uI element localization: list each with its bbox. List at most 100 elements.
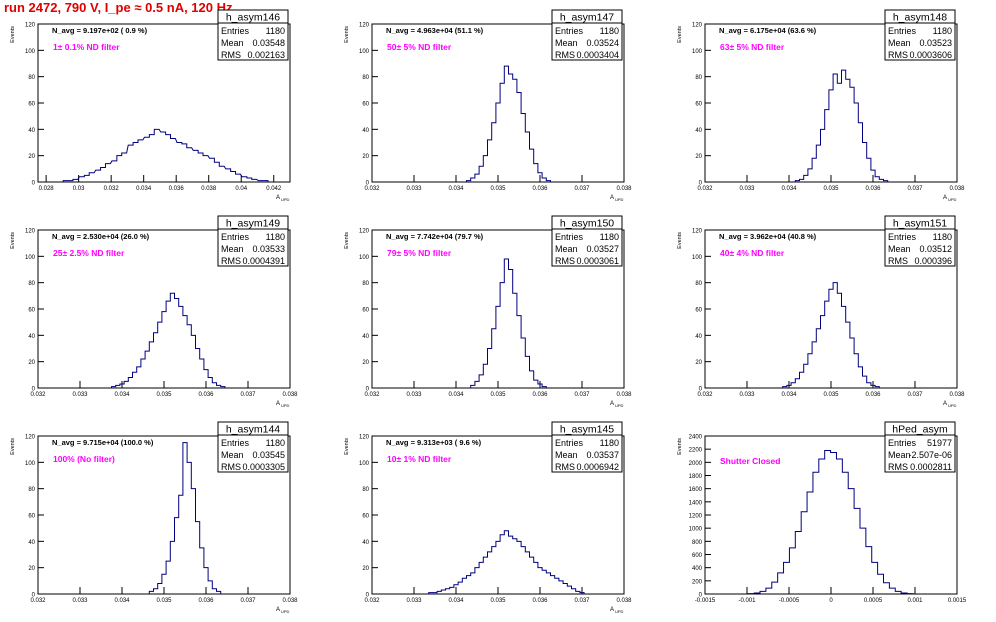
x-tick-label: 0.037: [240, 598, 256, 604]
y-axis-title: Events: [344, 26, 350, 43]
stats-value: 51977: [927, 438, 952, 448]
x-tick-label: 0.035: [490, 392, 506, 398]
stats-box: [217, 215, 289, 267]
x-tick-label: 0.034: [114, 598, 130, 604]
x-tick-label: -0.0005: [779, 598, 800, 604]
stats-value: 0.03545: [252, 450, 285, 460]
filter-label: 25± 2.5% ND filter: [53, 248, 125, 258]
x-axis-title: A: [610, 195, 614, 201]
n-avg-label: N_avg = 2.530e+04 (26.0 %): [52, 232, 150, 241]
y-tick-label: 40: [695, 334, 702, 340]
y-tick-label: 200: [692, 579, 703, 585]
stats-box: [551, 421, 623, 473]
x-tick-label: 0.035: [490, 598, 506, 604]
histogram-line: [466, 65, 551, 182]
x-tick-label: 0.032: [697, 392, 713, 398]
y-tick-label: 0: [699, 593, 703, 599]
y-axis-title: Events: [10, 438, 16, 455]
x-tick-label: 0.032: [30, 392, 46, 398]
y-tick-label: 20: [695, 360, 702, 366]
x-axis-title: A: [943, 401, 947, 407]
x-axis-title: A: [276, 401, 280, 407]
y-tick-label: 40: [28, 128, 35, 134]
y-tick-label: 100: [359, 255, 370, 261]
y-tick-label: 80: [362, 75, 369, 81]
stats-key: Mean: [221, 38, 244, 48]
histogram-line: [428, 530, 585, 594]
histogram-line: [148, 442, 222, 594]
y-tick-label: 20: [695, 154, 702, 160]
stats-key: RMS: [221, 462, 241, 472]
histogram-name: hPed_asym: [892, 424, 948, 436]
histogram-name: h_asym147: [560, 12, 614, 24]
stats-box: [884, 9, 956, 61]
stats-value: 1180: [266, 232, 285, 242]
x-tick-label: 0.032: [697, 186, 713, 192]
stats-value: 0.0004391: [242, 256, 285, 266]
y-tick-label: 40: [695, 128, 702, 134]
histogram-name: h_asym148: [893, 12, 947, 24]
filter-label: 50± 5% ND filter: [387, 42, 452, 52]
x-tick-label: 0.036: [198, 598, 214, 604]
y-tick-label: 400: [692, 566, 703, 572]
y-tick-label: 80: [28, 75, 35, 81]
y-tick-label: 40: [28, 540, 35, 546]
x-axis-title: A: [943, 195, 947, 201]
y-tick-label: 120: [359, 23, 370, 29]
stats-value: 0.03537: [586, 450, 619, 460]
x-tick-label: 0.04: [235, 186, 247, 192]
x-tick-label: 0.036: [198, 392, 214, 398]
stats-value: 0.0003061: [576, 256, 619, 266]
x-axis-title: A: [276, 607, 280, 613]
y-tick-label: 60: [362, 102, 369, 108]
x-tick-label: 0.032: [104, 186, 120, 192]
stats-value: 0.000396: [914, 256, 952, 266]
y-tick-label: 80: [695, 281, 702, 287]
x-tick-label: 0.033: [406, 186, 422, 192]
y-tick-label: 60: [695, 308, 702, 314]
y-tick-label: 100: [25, 255, 36, 261]
x-tick-label: 0.038: [282, 392, 298, 398]
x-tick-label: 0.034: [448, 392, 464, 398]
x-tick-label: 0.033: [72, 598, 88, 604]
x-axis-title: A: [610, 607, 614, 613]
y-tick-label: 80: [362, 487, 369, 493]
x-tick-label: 0.032: [364, 598, 380, 604]
stats-key: Mean: [221, 244, 244, 254]
stats-key: Entries: [555, 438, 584, 448]
stats-value: 0.03527: [586, 244, 619, 254]
x-axis-title-sub: UPD: [281, 197, 290, 202]
stats-value: 1180: [600, 26, 619, 36]
histogram-h_asym149: 0 20 40 60 80 100 120 0.032 0.033 0.034 0.035 0.036…: [10, 215, 298, 408]
stats-value: 1180: [266, 26, 285, 36]
x-tick-label: 0.034: [136, 186, 152, 192]
stats-key: Mean: [221, 450, 244, 460]
histogram-name: h_asym149: [226, 218, 280, 230]
stats-value: 1180: [600, 232, 619, 242]
x-tick-label: -0.001: [738, 598, 756, 604]
x-tick-label: 0.038: [282, 598, 298, 604]
stats-value: 0.03533: [252, 244, 285, 254]
x-tick-label: 0.037: [907, 392, 923, 398]
stats-key: RMS: [221, 256, 241, 266]
stats-value: 0.03524: [586, 38, 619, 48]
n-avg-label: N_avg = 9.197e+02 ( 0.9 %): [52, 26, 148, 35]
histogram-h_asym146: 0 20 40 60 80 100 120 0.028 0.03 0.032 0.034 0.036 0…: [10, 9, 291, 202]
x-tick-label: 0.001: [907, 598, 923, 604]
n-avg-label: N_avg = 6.175e+04 (63.6 %): [719, 26, 817, 35]
y-tick-label: 120: [359, 229, 370, 235]
n-avg-label: N_avg = 3.962e+04 (40.8 %): [719, 232, 817, 241]
y-tick-label: 120: [25, 23, 36, 29]
x-axis-title-sub: UPD: [281, 609, 290, 614]
stats-key: Entries: [888, 438, 917, 448]
stats-key: Mean: [555, 244, 578, 254]
y-tick-label: 0: [366, 593, 370, 599]
stats-value: 1180: [600, 438, 619, 448]
x-tick-label: 0.033: [406, 392, 422, 398]
y-tick-label: 0: [366, 387, 370, 393]
x-tick-label: 0.034: [114, 392, 130, 398]
x-tick-label: 0.042: [266, 186, 282, 192]
x-axis-title: A: [610, 401, 614, 407]
filter-label: Shutter Closed: [720, 456, 780, 466]
histogram-hPed_asym: 0 200 400 600 800 1000 1200 1400 1600 1800 2000 220…: [677, 421, 967, 604]
